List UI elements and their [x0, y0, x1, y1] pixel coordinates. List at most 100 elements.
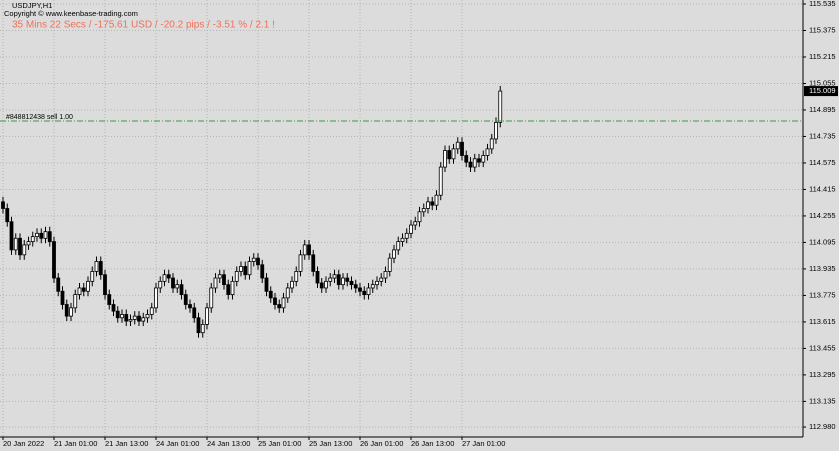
candle-body — [64, 304, 69, 317]
candle-body — [375, 280, 379, 286]
candle-body — [328, 277, 333, 282]
candle-body — [86, 280, 90, 292]
candle-body — [213, 277, 218, 289]
candle-body — [447, 150, 452, 160]
candle-body — [430, 201, 435, 206]
y-tick-label: 114.895 — [809, 105, 836, 114]
x-tick-label: 20 Jan 2022 — [3, 439, 44, 448]
candle-body — [383, 271, 388, 279]
candle-body — [268, 290, 273, 299]
candle-body — [13, 237, 18, 251]
candle-body — [468, 161, 473, 168]
candle-body — [370, 284, 375, 289]
y-tick-label: 112.980 — [809, 422, 836, 431]
x-tick-label: 26 Jan 13:00 — [411, 439, 454, 448]
candle-body — [47, 231, 52, 243]
candle-body — [239, 266, 243, 272]
candle-body — [43, 231, 48, 239]
candle-body — [107, 294, 112, 305]
candle-body — [273, 297, 277, 305]
copyright: Copyright © www.keenbase-trading.com — [4, 9, 138, 18]
candle-body — [234, 271, 239, 282]
candle-body — [247, 261, 252, 276]
candle-body — [9, 221, 14, 251]
candle-body — [362, 290, 367, 295]
order-label: #848812438 sell 1.00 — [6, 114, 73, 121]
x-tick-label: 25 Jan 01:00 — [258, 439, 301, 448]
candle-body — [230, 280, 235, 295]
candle-body — [311, 254, 316, 272]
candle-body — [56, 277, 61, 292]
x-tick-label: 21 Jan 13:00 — [105, 439, 148, 448]
y-tick-label: 113.615 — [809, 317, 836, 326]
candle-body — [179, 284, 184, 295]
candle-body — [183, 294, 188, 305]
candle-body — [69, 307, 73, 317]
candle-body — [477, 158, 481, 163]
candle-body — [60, 290, 65, 305]
candle-body — [353, 284, 358, 289]
candle-body — [128, 319, 133, 322]
candle-body — [434, 194, 439, 206]
candle-body — [103, 274, 107, 295]
candle-body — [426, 201, 430, 209]
y-tick-label: 114.095 — [809, 237, 836, 246]
candle-body — [243, 266, 248, 276]
candle-body — [18, 237, 22, 256]
candle-body — [149, 307, 154, 315]
y-tick-label: 115.375 — [809, 25, 836, 34]
candle-body — [379, 277, 384, 282]
candle-body — [341, 277, 345, 286]
candle-body — [73, 294, 78, 309]
candle-body — [285, 287, 290, 299]
candle-body — [251, 257, 256, 262]
candle-body — [409, 224, 413, 234]
candle-body — [298, 254, 303, 272]
candle-body — [264, 277, 269, 292]
candle-body — [115, 310, 120, 319]
candle-body — [256, 257, 260, 266]
candle-body — [141, 317, 146, 322]
grid — [0, 0, 803, 437]
candle-body — [485, 148, 490, 156]
candle-body — [35, 232, 39, 238]
candle-body — [166, 274, 171, 279]
y-tick-label: 113.775 — [809, 290, 836, 299]
candle-body — [94, 261, 99, 272]
candle-body — [302, 244, 307, 256]
y-tick-label: 113.935 — [809, 264, 836, 273]
candle-body — [188, 304, 192, 309]
candle-body — [404, 232, 409, 239]
candle-body — [81, 287, 86, 292]
candle-body — [77, 287, 82, 295]
candle-body — [294, 271, 299, 282]
candle-body — [345, 277, 350, 282]
x-tick-label: 21 Jan 01:00 — [54, 439, 97, 448]
y-tick-label: 114.575 — [809, 158, 836, 167]
y-tick-label: 113.455 — [809, 343, 836, 352]
y-tick-label: 113.295 — [809, 370, 836, 379]
candle-body — [324, 280, 328, 289]
candle-body — [222, 274, 226, 286]
candle-body — [281, 297, 286, 309]
candle-body — [392, 249, 396, 259]
candle-body — [358, 287, 362, 292]
candle-body — [209, 287, 214, 309]
candles — [1, 85, 503, 338]
candle-body — [349, 280, 354, 286]
candle-body — [290, 280, 294, 289]
x-tick-label: 24 Jan 13:00 — [207, 439, 250, 448]
candle-body — [154, 287, 158, 309]
candle-body — [30, 236, 35, 243]
candle-body — [171, 277, 175, 289]
x-tick-label: 26 Jan 01:00 — [360, 439, 403, 448]
candle-body — [120, 314, 124, 319]
candle-body — [315, 271, 320, 284]
price-label: 115.009 — [809, 86, 836, 95]
candle-body — [98, 261, 103, 276]
candle-body — [366, 287, 371, 295]
candle-body — [417, 211, 422, 223]
candle-body — [111, 304, 116, 312]
